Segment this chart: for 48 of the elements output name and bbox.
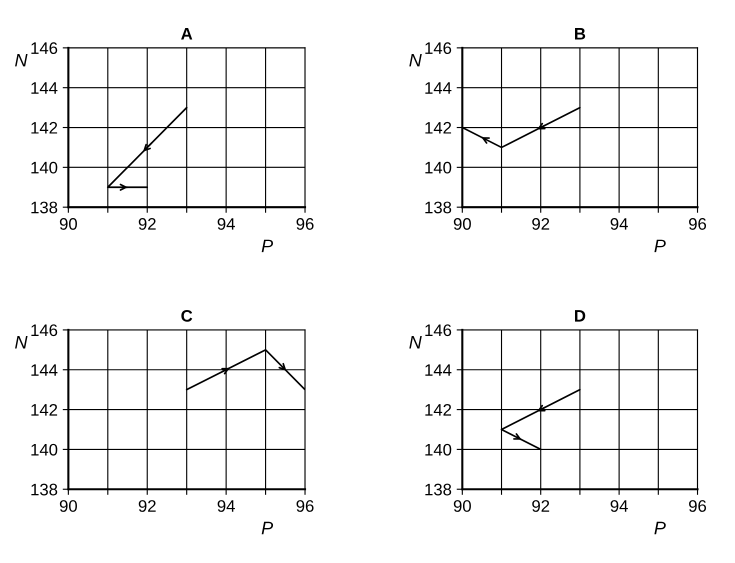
x-tick-label: 90 xyxy=(454,500,471,512)
y-axis-title: N xyxy=(15,54,28,66)
y-tick-label: 146 xyxy=(425,324,452,336)
y-tick-label: 140 xyxy=(425,162,452,174)
x-tick-label: 96 xyxy=(689,500,706,512)
chart-title: B xyxy=(575,28,586,40)
y-tick-label: 144 xyxy=(31,82,58,94)
x-tick-label: 90 xyxy=(60,218,77,230)
y-tick-label: 138 xyxy=(31,484,58,496)
x-tick-label: 92 xyxy=(532,218,550,230)
y-tick-label: 144 xyxy=(425,364,452,376)
y-tick-label: 142 xyxy=(425,404,452,416)
chart-title: C xyxy=(181,310,192,322)
y-tick-label: 142 xyxy=(425,122,452,134)
x-tick-label: 96 xyxy=(296,218,314,230)
chart-title: A xyxy=(181,28,192,40)
y-tick-label: 146 xyxy=(31,42,58,54)
chart-title: D xyxy=(575,310,586,322)
y-tick-label: 140 xyxy=(425,444,452,456)
y-axis-title: N xyxy=(409,336,422,348)
x-tick-label: 92 xyxy=(138,218,156,230)
y-tick-label: 140 xyxy=(31,444,58,456)
y-axis-title: N xyxy=(409,54,422,66)
y-tick-label: 142 xyxy=(31,122,58,134)
x-tick-label: 96 xyxy=(689,218,706,230)
y-tick-label: 144 xyxy=(425,82,452,94)
x-axis-title: P xyxy=(654,240,666,252)
x-tick-label: 94 xyxy=(218,500,235,512)
x-tick-label: 90 xyxy=(60,500,77,512)
x-tick-label: 96 xyxy=(296,500,314,512)
y-tick-label: 138 xyxy=(425,484,452,496)
y-tick-label: 138 xyxy=(31,202,58,214)
x-axis-title: P xyxy=(654,522,666,534)
x-tick-label: 92 xyxy=(532,500,550,512)
x-tick-label: 94 xyxy=(610,218,628,230)
x-tick-label: 94 xyxy=(610,500,628,512)
y-tick-label: 138 xyxy=(425,202,452,214)
x-tick-label: 92 xyxy=(138,500,156,512)
y-tick-label: 146 xyxy=(31,324,58,336)
x-tick-label: 90 xyxy=(454,218,471,230)
x-axis-title: P xyxy=(262,240,274,252)
x-tick-label: 94 xyxy=(218,218,235,230)
x-axis-title: P xyxy=(262,522,274,534)
y-tick-label: 146 xyxy=(425,42,452,54)
y-tick-label: 144 xyxy=(31,364,58,376)
y-tick-label: 140 xyxy=(31,162,58,174)
y-tick-label: 142 xyxy=(31,404,58,416)
y-axis-title: N xyxy=(15,336,28,348)
